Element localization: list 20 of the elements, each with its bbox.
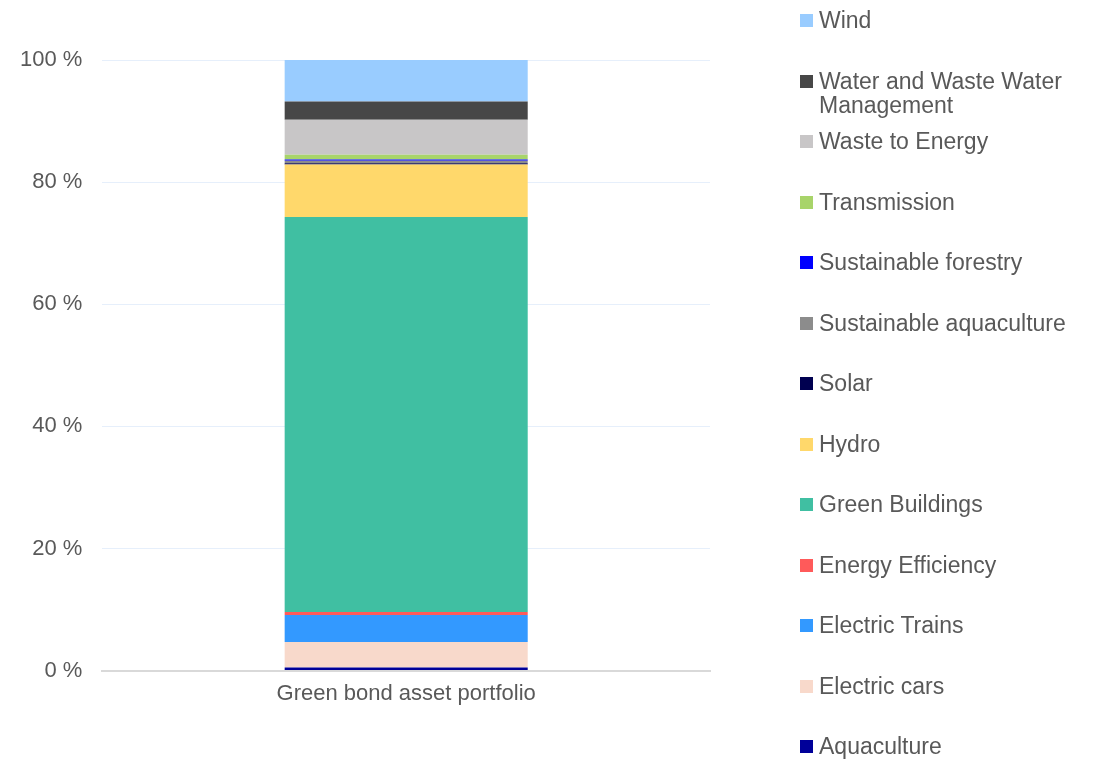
x-tick-label: Green bond asset portfolio <box>276 679 536 705</box>
legend-label: Electric Trains <box>819 612 964 638</box>
y-tick-label: 20 % <box>32 534 83 560</box>
legend-label: Aquaculture <box>819 733 942 759</box>
legend-label: Hydro <box>819 430 881 457</box>
y-tick-label: 40 % <box>32 412 83 438</box>
y-tick-label: 60 % <box>32 290 83 316</box>
legend-label: Water and Waste Water Management <box>819 67 1063 118</box>
legend-label: Wind <box>819 7 872 33</box>
legend-label: Solar <box>819 370 873 396</box>
y-tick-label: 0 % <box>44 656 83 682</box>
legend-label: Electric cars <box>819 672 945 699</box>
y-tick-label: 100 % <box>19 46 83 72</box>
y-tick-label: 80 % <box>32 168 83 194</box>
legend-label: Energy Efficiency <box>819 551 997 578</box>
legend-label: Sustainable forestry <box>819 249 1023 275</box>
legend-label: Transmission <box>819 188 955 215</box>
legend-label: Green Buildings <box>819 491 983 517</box>
legend-label: Sustainable aquaculture <box>819 309 1066 336</box>
legend-label: Waste to Energy <box>819 128 989 154</box>
